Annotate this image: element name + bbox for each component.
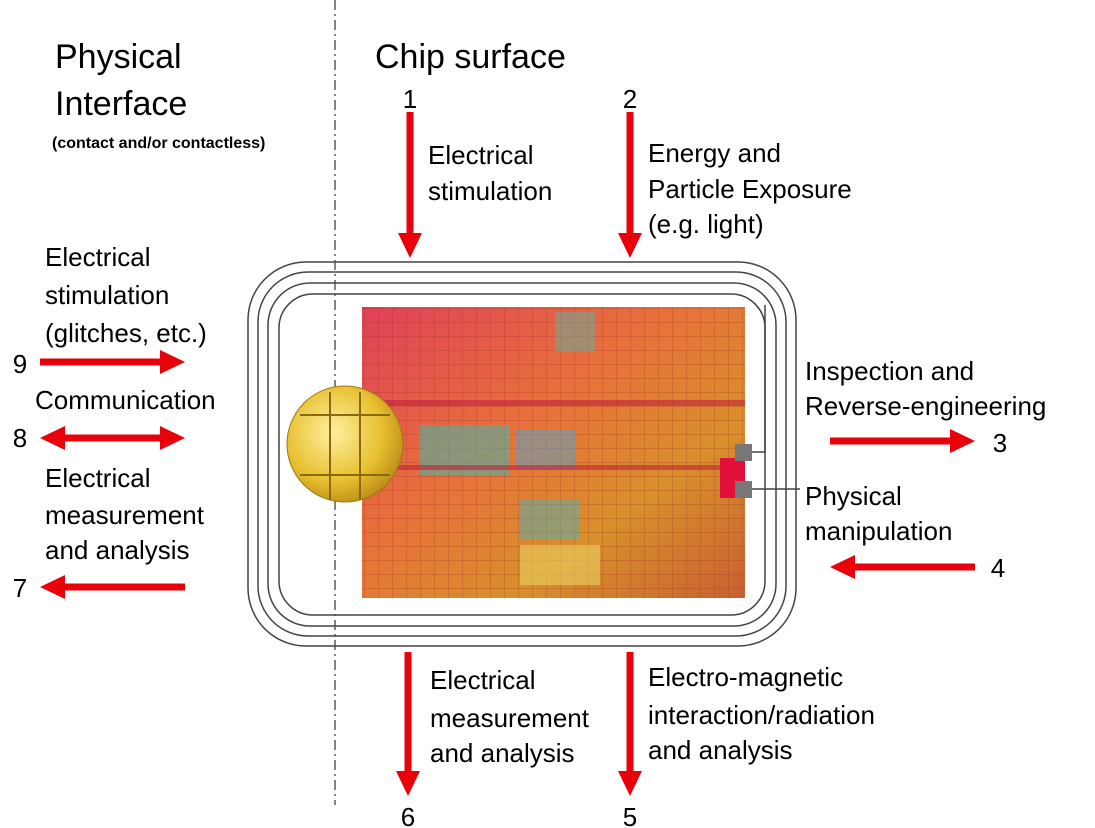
attack-number: 9: [13, 349, 27, 379]
contact-pad: [287, 386, 403, 502]
attack-label: measurement: [45, 500, 205, 530]
attack-label: Reverse-engineering: [805, 391, 1046, 421]
diagram: Physical Interface (contact and/or conta…: [0, 0, 1095, 828]
attack-label: stimulation: [428, 176, 552, 206]
attack-number: 6: [401, 802, 415, 828]
attack-label: Electrical: [428, 140, 533, 170]
attack-number: 4: [991, 553, 1005, 583]
attack-label: Physical: [805, 481, 902, 511]
attack-label: stimulation: [45, 280, 169, 310]
attack-label: measurement: [430, 703, 590, 733]
attack-label: Inspection and: [805, 356, 974, 386]
attack-label: interaction/radiation: [648, 700, 875, 730]
attack-number: 8: [13, 423, 27, 453]
attack-label: and analysis: [648, 735, 793, 765]
attack-number: 5: [623, 802, 637, 828]
section-title: Interface: [55, 85, 187, 123]
section-subtitle: (contact and/or contactless): [52, 135, 265, 152]
attack-label: Electrical: [430, 665, 535, 695]
attack-label: and analysis: [45, 535, 190, 565]
attack-label: and analysis: [430, 738, 575, 768]
attack-label: Electrical: [45, 242, 150, 272]
attack-label: Electrical: [45, 463, 150, 493]
section-title: Physical: [55, 38, 182, 76]
attack-number: 3: [993, 428, 1007, 458]
chip-die: [362, 307, 745, 598]
attack-label: Electro-magnetic: [648, 662, 843, 692]
attack-number: 2: [623, 84, 637, 114]
attack-number: 1: [403, 84, 417, 114]
attack-label: Communication: [35, 385, 216, 415]
attack-label: Energy and: [648, 138, 781, 168]
attack-number: 7: [13, 573, 27, 603]
attack-label: Particle Exposure: [648, 174, 852, 204]
section-title: Chip surface: [375, 38, 566, 76]
attack-label: (glitches, etc.): [45, 318, 207, 348]
attack-label: (e.g. light): [648, 209, 764, 239]
attack-label: manipulation: [805, 516, 952, 546]
